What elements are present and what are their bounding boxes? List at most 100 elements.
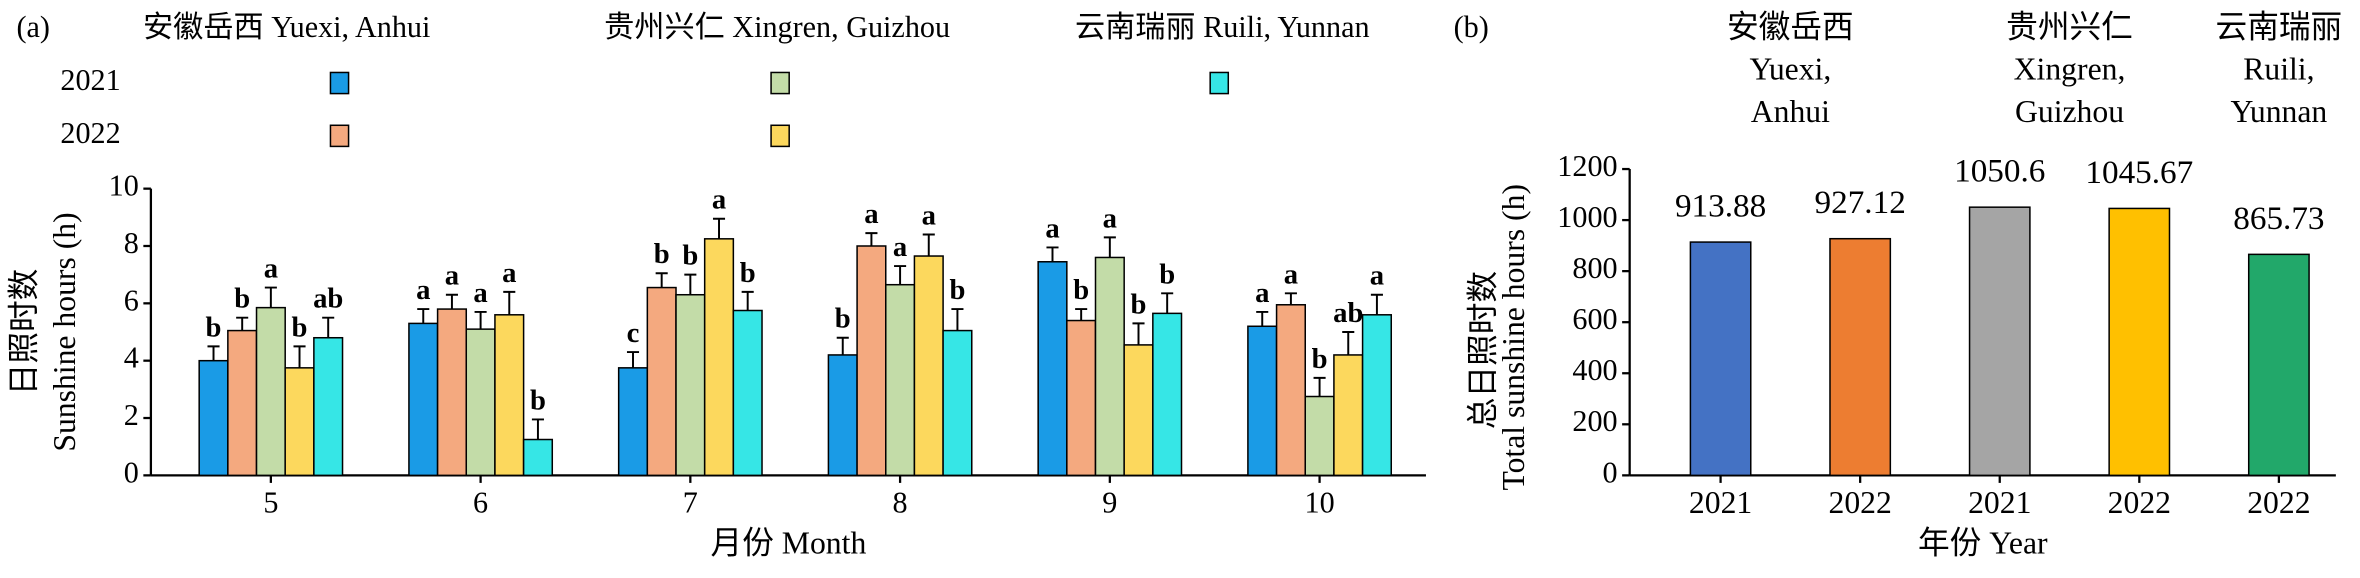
error-bar <box>894 265 907 285</box>
significance-letter: a <box>445 260 459 292</box>
error-bar <box>1370 293 1383 315</box>
bar <box>1275 304 1306 477</box>
y-axis-title: 日照时数 <box>6 269 41 396</box>
error-bar <box>1103 236 1116 258</box>
error-bar <box>474 310 487 330</box>
significance-letter: b <box>1159 258 1175 290</box>
significance-letter: a <box>473 277 487 309</box>
error-bar <box>684 273 697 295</box>
value-label: 927.12 <box>1815 184 1906 221</box>
x-tick-label: 5 <box>263 485 278 519</box>
bar <box>2247 253 2310 477</box>
y-tick-label: 1200 <box>1557 149 1617 183</box>
error-bar <box>1161 292 1174 314</box>
significance-letter: a <box>893 231 907 263</box>
x-tick-label: 2021 <box>1689 485 1752 520</box>
legend-column: 云南瑞丽 Ruili, Yunnan <box>1075 10 1370 44</box>
significance-letter: a <box>1045 212 1059 244</box>
significance-letter: b <box>530 384 546 416</box>
bar <box>675 293 706 477</box>
x-tick-label: 10 <box>1304 485 1334 519</box>
significance-letter: a <box>1103 202 1117 234</box>
legend-row: 2021 <box>60 63 120 97</box>
bar <box>885 283 916 477</box>
value-label: 1050.6 <box>1954 153 2045 190</box>
y-tick-label: 0 <box>1603 455 1618 489</box>
bar <box>827 354 858 477</box>
x-tick-label: 9 <box>1102 485 1117 519</box>
bar <box>1123 344 1154 477</box>
group-label: Yuexi, <box>1749 52 1831 87</box>
group-label: 云南瑞丽 <box>2216 9 2343 44</box>
y-tick-label: 200 <box>1572 404 1617 438</box>
significance-letter: a <box>502 257 516 289</box>
x-tick-label: 2022 <box>1828 485 1891 520</box>
error-bar <box>865 232 878 246</box>
value-label: 913.88 <box>1675 187 1766 224</box>
bar <box>1333 354 1364 477</box>
error-bar <box>741 290 754 311</box>
error-bar <box>322 316 335 338</box>
bar <box>1689 241 1752 477</box>
error-bar <box>531 418 544 440</box>
error-bar <box>207 345 220 361</box>
error-bar <box>1342 331 1355 355</box>
legend-swatch <box>770 71 790 95</box>
bar <box>913 255 944 477</box>
y-tick-label: 1000 <box>1557 200 1617 234</box>
y-axis-title: 总日照时数 <box>1466 271 1501 429</box>
error-bar <box>1313 376 1326 397</box>
bar <box>198 359 229 477</box>
bar <box>703 238 735 477</box>
significance-letter: a <box>1284 258 1298 290</box>
group-label: 贵州兴仁 <box>2006 9 2133 44</box>
legend-swatch <box>770 124 790 148</box>
bar <box>2108 207 2171 477</box>
legend-row: 2022 <box>60 116 120 150</box>
bar <box>465 328 496 477</box>
bar <box>227 329 258 477</box>
significance-letter: a <box>712 184 726 216</box>
error-bar <box>417 308 430 324</box>
group-label: 安徽岳西 <box>1727 9 1854 44</box>
bar <box>732 309 763 477</box>
y-tick-label: 4 <box>124 341 139 375</box>
y-tick-label: 800 <box>1572 251 1617 285</box>
group-label: Xingren, <box>2014 52 2126 87</box>
x-tick-label: 2022 <box>2247 485 2310 520</box>
error-bar <box>1256 310 1269 327</box>
bar <box>436 308 468 477</box>
significance-letter: c <box>627 317 640 349</box>
significance-letter: b <box>234 283 250 315</box>
error-bar <box>1046 246 1059 262</box>
significance-letter: b <box>740 257 756 289</box>
bar <box>1094 256 1125 477</box>
panel-label: (a) <box>16 10 49 44</box>
error-bar <box>626 351 640 368</box>
y-tick-label: 6 <box>124 283 139 317</box>
bar <box>284 367 315 477</box>
significance-letter: b <box>682 240 698 272</box>
bar <box>1066 319 1097 477</box>
bar <box>1968 206 2031 477</box>
bar <box>646 286 677 477</box>
error-bar <box>236 316 249 331</box>
bar <box>1247 325 1278 477</box>
significance-letter: b <box>835 303 851 335</box>
legend-column: 安徽岳西 Yuexi, Anhui <box>143 10 430 44</box>
significance-letter: b <box>1073 274 1089 306</box>
error-bar <box>1284 292 1297 305</box>
y-tick-label: 8 <box>124 226 139 260</box>
group-label: Anhui <box>1751 94 1830 129</box>
error-bar <box>1075 308 1088 321</box>
error-bar <box>655 272 668 288</box>
y-tick-label: 600 <box>1572 302 1617 336</box>
bar <box>1361 314 1393 477</box>
bar <box>1829 237 1892 477</box>
group-label: Ruili, <box>2243 52 2314 87</box>
bar <box>856 245 887 477</box>
x-tick-label: 2021 <box>1968 485 2031 520</box>
bar <box>1152 312 1183 477</box>
panel-label: (b) <box>1454 10 1489 44</box>
